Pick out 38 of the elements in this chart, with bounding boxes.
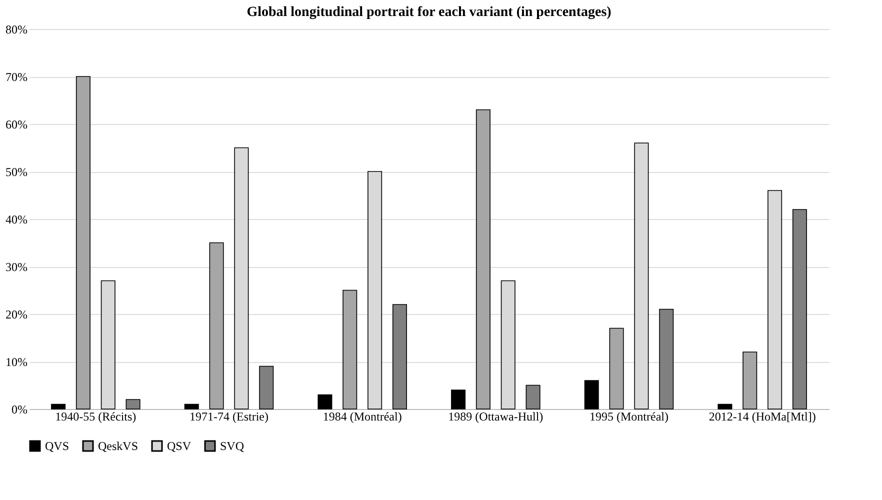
- x-tick-label: 1995 (Montréal): [590, 410, 668, 424]
- bar: [659, 308, 674, 410]
- bar: [184, 404, 199, 410]
- y-tick-label: 80%: [6, 22, 28, 36]
- bar: [792, 209, 807, 410]
- bar: [476, 109, 490, 410]
- x-tick-label: 1989 (Ottawa-Hull): [448, 410, 544, 424]
- y-tick-label: 30%: [6, 260, 28, 274]
- legend-label: QeskVS: [98, 439, 138, 453]
- bar: [584, 380, 599, 410]
- bar: [51, 404, 66, 410]
- y-tick-label: 60%: [6, 118, 28, 132]
- bar: [209, 242, 224, 410]
- bar: [392, 304, 407, 410]
- y-tick-label: 0%: [12, 402, 28, 416]
- x-tick-label: 2012-14 (HoMa[Mtl]): [708, 410, 816, 424]
- legend-label: QSV: [167, 439, 192, 453]
- y-tick-label: 70%: [6, 70, 28, 84]
- bar: [342, 290, 358, 410]
- bar: [718, 404, 732, 410]
- bar: [609, 328, 624, 410]
- legend-label: QVS: [45, 439, 70, 453]
- y-tick-label: 10%: [6, 355, 28, 369]
- x-tick-label: 1940-55 (Récits): [55, 410, 136, 424]
- x-tick-label: 1971-74 (Estrie): [190, 410, 268, 424]
- bar: [526, 384, 540, 410]
- bar: [318, 394, 332, 410]
- y-tick-label: 20%: [6, 308, 28, 322]
- bar: [126, 399, 140, 410]
- x-tick-label: 1984 (Montréal): [322, 410, 402, 424]
- bar: [451, 390, 466, 410]
- y-tick-label: 50%: [6, 165, 28, 179]
- bar: [76, 76, 90, 410]
- chart-title: Global longitudinal portrait for each variant (in percentages): [246, 5, 612, 20]
- legend-label: SVQ: [220, 439, 244, 453]
- bar: [259, 366, 274, 410]
- y-tick-label: 40%: [6, 212, 28, 226]
- bar: [742, 352, 758, 410]
